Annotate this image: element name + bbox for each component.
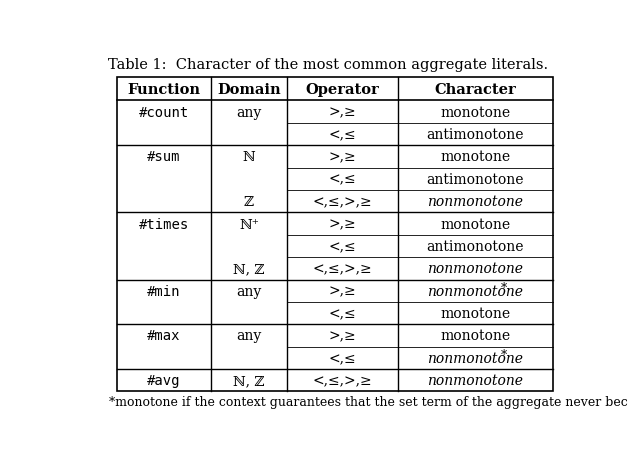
Text: monotone: monotone <box>440 217 511 231</box>
Text: #times: #times <box>139 217 189 231</box>
Text: Table 1:  Character of the most common aggregate literals.: Table 1: Character of the most common ag… <box>108 58 548 72</box>
Text: <,≤,>,≥: <,≤,>,≥ <box>313 262 372 276</box>
Text: >,≥: >,≥ <box>329 150 356 164</box>
Text: nonmonotone: nonmonotone <box>428 374 524 387</box>
Text: *: * <box>501 281 508 295</box>
Text: >,≥: >,≥ <box>329 329 356 343</box>
Text: >,≥: >,≥ <box>329 106 356 119</box>
Text: nonmonotone: nonmonotone <box>428 284 524 298</box>
Text: <,≤: <,≤ <box>329 307 356 320</box>
Text: monotone: monotone <box>440 150 511 164</box>
Text: ℤ: ℤ <box>244 195 254 209</box>
Text: antimonotone: antimonotone <box>427 240 524 253</box>
Text: #min: #min <box>147 284 180 298</box>
Text: #sum: #sum <box>147 150 180 164</box>
Text: any: any <box>236 284 262 298</box>
Text: Operator: Operator <box>306 83 380 97</box>
Text: ℕ: ℕ <box>243 150 255 164</box>
Text: antimonotone: antimonotone <box>427 173 524 186</box>
Text: <,≤: <,≤ <box>329 128 356 142</box>
Text: antimonotone: antimonotone <box>427 128 524 142</box>
Text: <,≤: <,≤ <box>329 173 356 186</box>
Text: ℕ, ℤ: ℕ, ℤ <box>233 374 265 387</box>
Text: <,≤,>,≥: <,≤,>,≥ <box>313 195 372 209</box>
Text: ℕ⁺: ℕ⁺ <box>239 217 259 231</box>
Text: monotone: monotone <box>440 329 511 343</box>
Text: <,≤,>,≥: <,≤,>,≥ <box>313 374 372 387</box>
Text: *monotone if the context guarantees that the set term of the aggregate never bec: *monotone if the context guarantees that… <box>109 396 628 409</box>
Text: any: any <box>236 329 262 343</box>
Text: >,≥: >,≥ <box>329 217 356 231</box>
Text: #count: #count <box>139 106 189 119</box>
Text: <,≤: <,≤ <box>329 240 356 253</box>
Text: <,≤: <,≤ <box>329 351 356 365</box>
Text: nonmonotone: nonmonotone <box>428 262 524 276</box>
Text: monotone: monotone <box>440 307 511 320</box>
Text: Function: Function <box>127 83 200 97</box>
Text: >,≥: >,≥ <box>329 284 356 298</box>
Text: *: * <box>501 348 508 362</box>
Text: #max: #max <box>147 329 180 343</box>
Text: #avg: #avg <box>147 374 180 387</box>
Text: nonmonotone: nonmonotone <box>428 195 524 209</box>
Text: Character: Character <box>435 83 516 97</box>
Bar <box>117 78 553 392</box>
Text: monotone: monotone <box>440 106 511 119</box>
Text: any: any <box>236 106 262 119</box>
Text: nonmonotone: nonmonotone <box>428 351 524 365</box>
Text: ℕ, ℤ: ℕ, ℤ <box>233 262 265 276</box>
Text: Domain: Domain <box>217 83 281 97</box>
